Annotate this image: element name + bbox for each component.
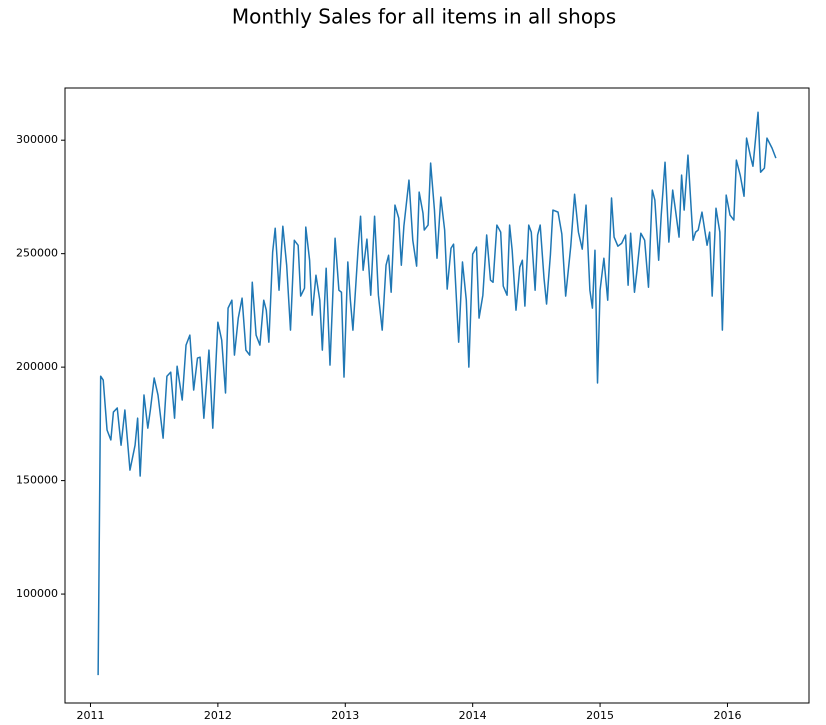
x-tick-label: 2015 [586, 709, 614, 722]
y-tick-label: 300000 [16, 133, 58, 146]
y-tick-label: 200000 [16, 360, 58, 373]
plot-frame [64, 87, 810, 704]
y-tick-label: 150000 [16, 474, 58, 487]
x-tick-label: 2012 [204, 709, 232, 722]
y-tick-label: 100000 [16, 587, 58, 600]
sales-line [97, 111, 777, 676]
x-tick-label: 2013 [331, 709, 359, 722]
x-tick-label: 2016 [713, 709, 741, 722]
x-tick-label: 2011 [76, 709, 104, 722]
chart-title: Monthly Sales for all items in all shops [232, 5, 616, 29]
x-tick-label: 2014 [459, 709, 487, 722]
y-tick-label: 250000 [16, 247, 58, 260]
